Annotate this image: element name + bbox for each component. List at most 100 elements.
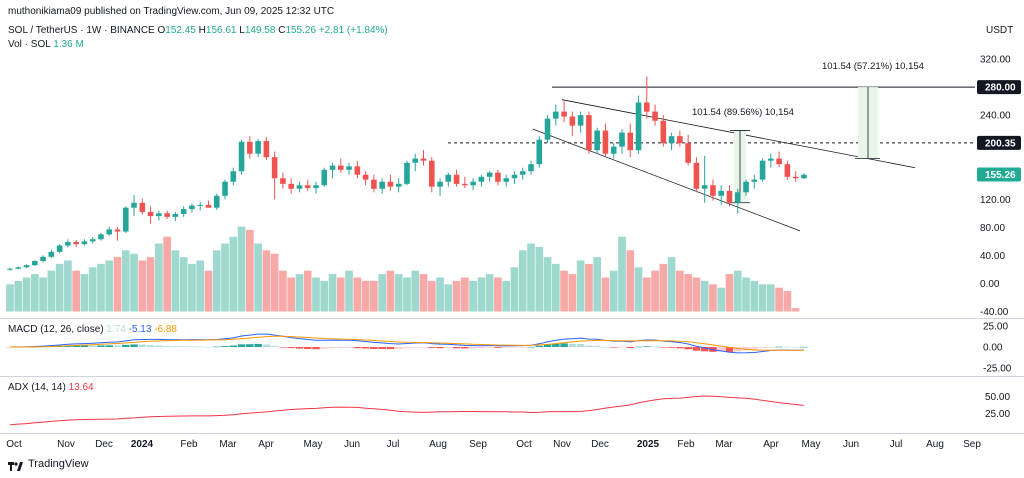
candle-body — [519, 171, 526, 175]
candle-body — [73, 242, 79, 245]
macd-histogram-bar — [138, 344, 147, 347]
macd-histogram-bar — [502, 347, 510, 348]
volume-bar — [303, 270, 312, 312]
pane-separator-macd[interactable] — [0, 318, 1024, 319]
volume-bar — [204, 270, 213, 312]
macd-histogram-bar — [535, 345, 544, 347]
candle-body — [726, 190, 733, 203]
price-badge-label: 280.00 — [985, 83, 1016, 94]
macd-histogram-bar — [800, 346, 808, 348]
candle-body — [718, 190, 725, 196]
candle-body — [743, 181, 749, 193]
volume-bar — [163, 236, 171, 312]
candle-body — [247, 141, 253, 154]
macd-histogram-bar — [552, 343, 560, 347]
macd-histogram-bar — [163, 345, 171, 347]
volume-bar — [88, 267, 97, 312]
volume-bar — [758, 284, 767, 312]
macd-histogram-bar — [734, 347, 742, 352]
macd-histogram-bar — [221, 346, 229, 347]
volume-value: 1.36 M — [53, 39, 84, 50]
candle-body — [288, 183, 294, 189]
macd-histogram-bar — [295, 347, 304, 349]
candle-body — [238, 141, 245, 172]
tradingview-brand[interactable]: TradingView — [8, 458, 89, 471]
macd-histogram-bar — [684, 347, 692, 350]
change-value: +2.81 (+1.84%) — [318, 25, 388, 36]
macd-histogram-bar — [171, 346, 180, 347]
candle-body — [338, 165, 344, 170]
candle-body — [213, 195, 220, 208]
macd-histogram-bar — [270, 345, 279, 347]
candle-body — [304, 185, 311, 189]
volume-bar — [700, 280, 709, 312]
price-badge — [977, 80, 1021, 95]
macd-histogram-bar — [436, 347, 444, 349]
macd-histogram-bar — [560, 343, 568, 347]
volume-bar — [64, 260, 72, 312]
volume-bar — [270, 253, 279, 312]
macd-histogram-bar — [593, 345, 601, 347]
volume-bar — [254, 243, 262, 312]
candle-body — [511, 174, 518, 179]
candle-body — [321, 169, 328, 186]
volume-bar — [767, 284, 775, 312]
price-axis-label: 240.00 — [980, 111, 1011, 122]
candle-body — [660, 120, 667, 144]
macd-histogram-bar — [122, 344, 130, 347]
macd-histogram-bar — [419, 347, 428, 348]
macd-axis-label: -25.00 — [983, 363, 1012, 374]
volume-bar — [485, 274, 494, 312]
volume-bar — [461, 277, 469, 312]
candle-body — [635, 102, 642, 151]
candle-body — [131, 202, 137, 208]
volume-bar — [791, 308, 800, 312]
macd-histogram-bar — [676, 347, 684, 349]
macd-legend[interactable]: MACD (12, 26, close) 1.74 -5.13 -6.88 — [8, 324, 177, 335]
volume-bar — [444, 284, 453, 312]
volume-bar — [14, 280, 23, 312]
volume-bar — [287, 277, 296, 312]
volume-legend[interactable]: Vol · SOL 1.36 M — [8, 39, 84, 50]
candle-body — [271, 157, 278, 179]
macd-histogram-bar — [543, 344, 552, 347]
channel-lower-line[interactable] — [532, 128, 801, 232]
measure-label-lower-bg — [690, 105, 800, 118]
volume-bar — [452, 280, 461, 312]
time-axis-label: Apr — [763, 439, 779, 450]
macd-histogram-bar — [783, 346, 792, 348]
time-axis-label: Jul — [890, 439, 903, 450]
volume-bar — [427, 280, 436, 312]
measure-label-lower: 101.54 (89.56%) 10,154 — [692, 107, 794, 118]
adx-legend[interactable]: ADX (14, 14) 13.64 — [8, 382, 94, 393]
currency-label: USDT — [986, 25, 1014, 36]
candle-body — [379, 181, 385, 189]
candle-body — [114, 229, 121, 232]
macd-histogram-bar — [717, 347, 725, 352]
price-badge — [977, 167, 1021, 182]
volume-bar — [502, 280, 511, 312]
macd-line — [9, 333, 804, 354]
macd-axis-label: 0.00 — [983, 343, 1003, 354]
macd-histogram-bar — [188, 346, 196, 348]
macd-histogram-bar — [254, 343, 262, 347]
volume-bar — [188, 263, 196, 312]
time-axis-label: 2024 — [131, 439, 154, 450]
macd-histogram-bar — [651, 346, 659, 348]
adx-axis-label: 25.00 — [985, 409, 1010, 420]
macd-histogram-bar — [461, 347, 469, 349]
close-label: C — [278, 25, 286, 36]
macd-histogram-bar — [229, 345, 238, 347]
candle-body — [462, 183, 468, 186]
volume-bar — [345, 270, 353, 312]
candle-body — [362, 174, 369, 180]
volume-bar — [155, 243, 163, 312]
candle-body — [577, 115, 584, 126]
volume-bar — [411, 270, 420, 312]
time-axis-label: Sep — [469, 439, 487, 450]
symbol-legend[interactable]: SOL / TetherUS · 1W · BINANCE O152.45 H1… — [8, 25, 388, 36]
pane-separator-adx[interactable] — [0, 376, 1024, 377]
high-value: 156.61 — [205, 25, 237, 36]
macd-signal-value: -6.88 — [154, 324, 177, 335]
